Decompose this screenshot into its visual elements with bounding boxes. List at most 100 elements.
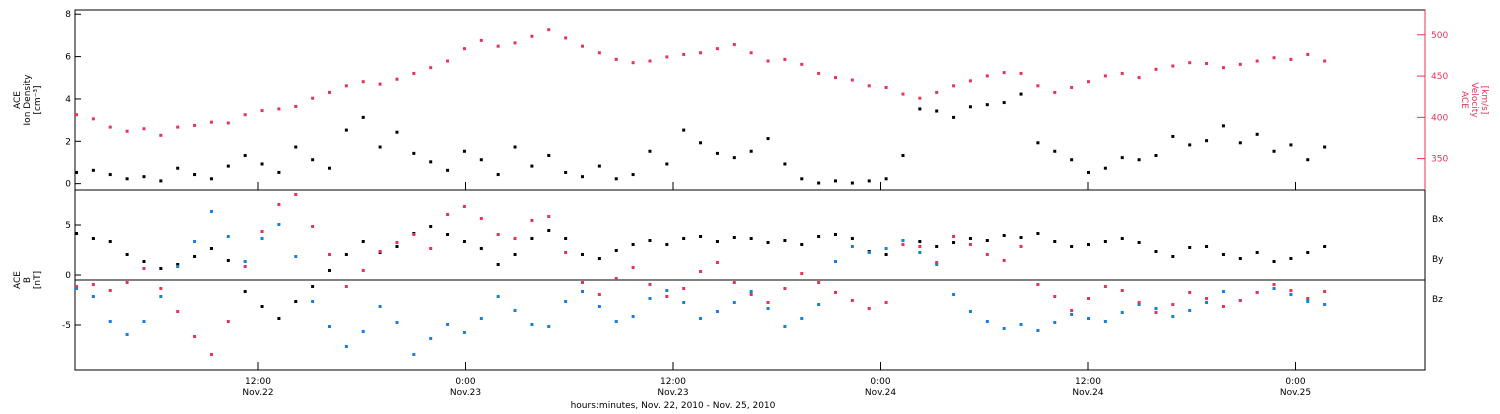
by-point <box>496 295 500 298</box>
velocity-point <box>1205 62 1209 66</box>
bx-point <box>766 241 770 244</box>
density-point <box>968 105 972 109</box>
by-point <box>800 317 804 320</box>
velocity-point <box>395 77 399 81</box>
velocity-point <box>834 76 837 80</box>
density-point <box>715 151 719 155</box>
bz-point <box>176 310 180 313</box>
bz-point <box>1103 285 1107 288</box>
density-point <box>260 162 264 166</box>
density-point <box>800 177 804 181</box>
by-point <box>1272 287 1276 290</box>
bx-point <box>328 269 331 272</box>
velocity-point <box>479 38 483 42</box>
bz-point <box>1188 291 1192 294</box>
velocity-point <box>766 59 770 63</box>
bx-point <box>597 257 601 260</box>
by-point <box>682 301 686 304</box>
bx-point <box>631 243 635 246</box>
by-point <box>513 309 517 312</box>
by-point <box>1221 290 1225 293</box>
bx-point <box>108 240 112 243</box>
bz-point <box>1087 297 1090 300</box>
by-point <box>176 265 180 268</box>
density-point <box>631 173 635 177</box>
bz-point <box>884 301 888 304</box>
velocity-point <box>446 59 450 63</box>
velocity-point <box>884 85 888 89</box>
by-point <box>901 239 905 242</box>
by-point <box>834 260 837 263</box>
density-point <box>1205 139 1209 143</box>
by-point <box>159 295 163 298</box>
bz-point <box>260 230 264 233</box>
bz-point <box>581 281 584 284</box>
density-point <box>682 128 686 132</box>
velocity-point <box>581 44 584 48</box>
velocity-point <box>311 96 315 100</box>
velocity-point <box>1154 67 1158 71</box>
density-point <box>496 173 500 177</box>
bz-point <box>665 295 669 298</box>
velocity-point <box>631 61 635 65</box>
bz-point <box>311 225 315 228</box>
velocity-point <box>277 107 281 111</box>
density-point <box>1171 134 1175 138</box>
bz-point <box>193 335 197 338</box>
by-point <box>260 237 264 240</box>
bz-point <box>1154 311 1158 314</box>
bz-point <box>564 251 568 254</box>
velocity-point <box>918 96 922 100</box>
bx-point <box>800 243 804 246</box>
bz-point <box>91 283 95 286</box>
top-right-ylabel-line-1: Velocity <box>1469 82 1479 118</box>
bx-point <box>1255 251 1259 254</box>
by-point <box>361 330 365 333</box>
top-left-ticks: 0 2 4 6 8 <box>65 10 81 190</box>
x-tick-date-label: Nov.22 <box>242 388 273 398</box>
density-point <box>429 160 433 164</box>
bx-point <box>682 237 686 240</box>
density-point <box>1272 149 1276 153</box>
velocity-point <box>665 55 669 59</box>
density-point <box>985 103 989 107</box>
density-point <box>1137 158 1141 162</box>
density-point <box>1306 158 1310 162</box>
bz-point <box>732 281 736 284</box>
bx-point <box>496 263 500 266</box>
by-point <box>935 263 939 266</box>
legend-bz: Bz <box>1432 295 1443 305</box>
top-left-ylabel-line-0: ACE <box>13 91 23 109</box>
bz-point <box>108 289 112 292</box>
bz-point <box>968 243 972 246</box>
bx-point <box>91 237 95 240</box>
bz-point <box>867 307 871 310</box>
velocity-point <box>1087 80 1090 84</box>
top-left-ytick-label: 4 <box>65 95 71 105</box>
by-point <box>209 210 213 213</box>
velocity-point <box>209 120 213 124</box>
bz-point <box>513 237 517 240</box>
top-right-ylabel-line-2: [km/s] <box>1479 86 1489 115</box>
bz-point <box>1205 297 1209 300</box>
density-point <box>1053 149 1057 153</box>
bz-point <box>1019 245 1023 248</box>
bx-point <box>479 247 483 250</box>
legend-by: By <box>1432 255 1444 265</box>
x-tick-date-label: Nov.23 <box>657 388 688 398</box>
bz-point <box>715 261 719 264</box>
by-point <box>581 290 584 293</box>
bx-point <box>1238 257 1242 260</box>
velocity-point <box>344 84 348 88</box>
bx-point <box>783 239 787 242</box>
by-point <box>665 289 669 292</box>
by-point <box>412 353 416 356</box>
by-point <box>429 337 433 340</box>
by-point <box>226 235 230 238</box>
velocity-point <box>125 129 129 133</box>
bz-point <box>243 265 247 268</box>
density-point <box>597 164 601 168</box>
velocity-point <box>108 125 112 129</box>
velocity-point <box>159 133 163 137</box>
velocity-point <box>1255 59 1259 63</box>
